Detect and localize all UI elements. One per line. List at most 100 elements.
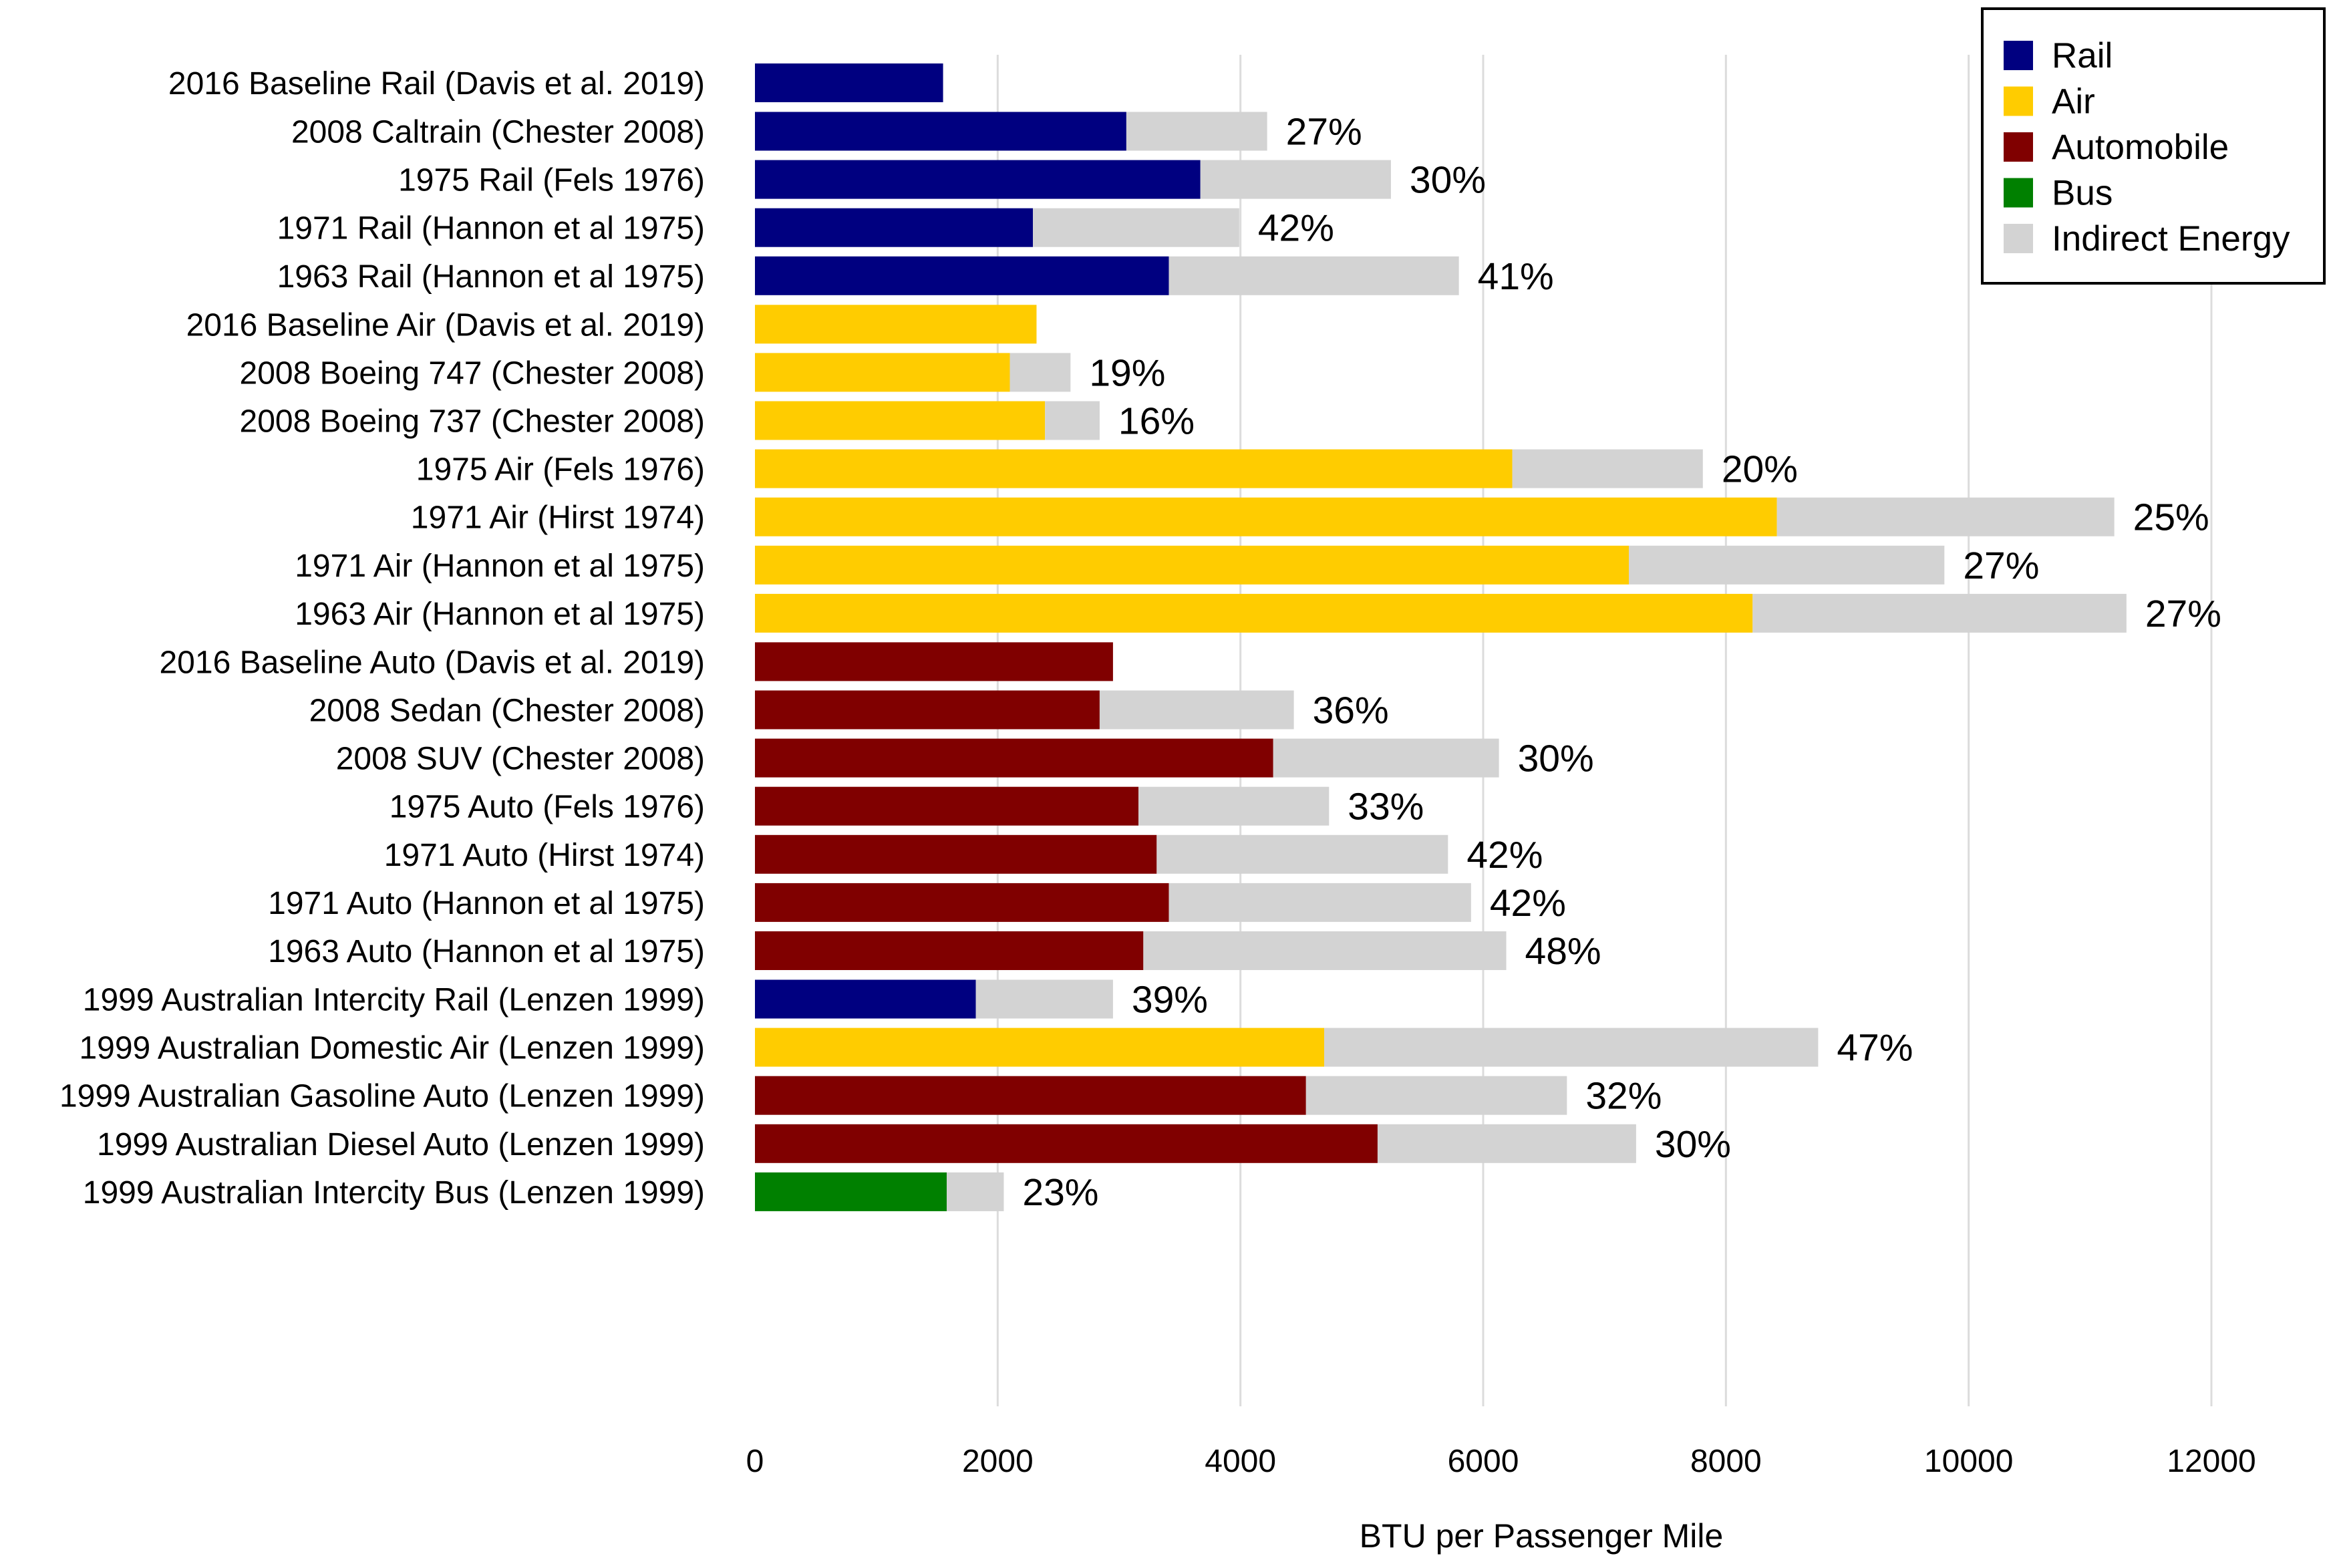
legend-swatch-bus <box>2004 178 2033 208</box>
bar-direct-1975-auto-fels-1976 <box>755 786 1139 826</box>
indirect-pct-label: 39% <box>1132 979 1208 1022</box>
indirect-pct-label: 30% <box>1655 1123 1731 1166</box>
row-label: 1963 Rail (Hannon et al 1975) <box>277 259 705 295</box>
indirect-pct-label: 23% <box>1022 1171 1098 1214</box>
row-label: 1999 Australian Gasoline Auto (Lenzen 19… <box>59 1079 705 1114</box>
bar-indirect-2008-caltrain-chester-2008 <box>1126 112 1267 151</box>
indirect-pct-label: 42% <box>1466 834 1543 877</box>
legend-label-automobile: Automobile <box>2052 128 2229 167</box>
bar-direct-1971-air-hirst-1974 <box>755 497 1777 536</box>
bar-indirect-1971-auto-hirst-1974 <box>1156 834 1448 874</box>
indirect-pct-label: 47% <box>1837 1027 1913 1070</box>
bar-direct-1999-australian-diesel-auto-lenzen-1999 <box>755 1124 1378 1163</box>
x-tick-label: 6000 <box>1448 1444 1519 1479</box>
row-label: 2016 Baseline Air (Davis et al. 2019) <box>186 307 705 343</box>
indirect-pct-label: 16% <box>1118 400 1195 443</box>
bar-indirect-1975-auto-fels-1976 <box>1138 786 1330 826</box>
indirect-pct-label: 41% <box>1478 255 1554 298</box>
indirect-pct-label: 36% <box>1313 689 1389 732</box>
indirect-pct-label: 27% <box>1286 111 1362 154</box>
bar-indirect-1999-australian-intercity-rail-lenzen-1999 <box>975 979 1113 1019</box>
bar-indirect-1971-auto-hannon-et-al-1975 <box>1169 883 1471 922</box>
bar-indirect-1963-air-hannon-et-al-1975 <box>1752 593 2127 633</box>
bar-indirect-1999-australian-diesel-auto-lenzen-1999 <box>1377 1124 1636 1163</box>
bar-direct-1971-rail-hannon-et-al-1975 <box>755 208 1034 247</box>
bar-indirect-1999-australian-gasoline-auto-lenzen-1999 <box>1305 1076 1567 1115</box>
row-label: 2008 SUV (Chester 2008) <box>336 742 705 777</box>
x-tick-label: 4000 <box>1205 1444 1276 1479</box>
row-label: 1963 Auto (Hannon et al 1975) <box>268 934 705 969</box>
x-tick-label: 12000 <box>2167 1444 2256 1479</box>
x-tick-label: 8000 <box>1690 1444 1762 1479</box>
bar-indirect-1975-rail-fels-1976 <box>1200 160 1391 199</box>
indirect-pct-label: 30% <box>1410 159 1486 202</box>
legend-swatch-air <box>2004 86 2033 116</box>
indirect-pct-label: 20% <box>1722 448 1798 491</box>
bar-direct-2016-baseline-air-davis-et-al-2019 <box>755 305 1037 344</box>
bar-indirect-2008-sedan-chester-2008 <box>1099 690 1294 730</box>
indirect-pct-label: 33% <box>1348 786 1424 828</box>
bar-direct-1963-rail-hannon-et-al-1975 <box>755 256 1169 295</box>
row-label: 2016 Baseline Auto (Davis et al. 2019) <box>159 645 705 680</box>
legend: Rail Air Automobile Bus Indirect Energy <box>1981 7 2326 285</box>
row-label: 1999 Australian Domestic Air (Lenzen 199… <box>79 1031 705 1066</box>
legend-frame <box>1981 7 2326 285</box>
row-label: 1975 Rail (Fels 1976) <box>398 163 705 198</box>
indirect-pct-label: 19% <box>1089 351 1165 394</box>
bar-direct-1999-australian-intercity-bus-lenzen-1999 <box>755 1172 947 1211</box>
indirect-pct-label: 30% <box>1518 738 1594 780</box>
indirect-pct-label: 27% <box>2145 593 2221 635</box>
indirect-pct-label: 42% <box>1490 882 1566 925</box>
bar-indirect-1975-air-fels-1976 <box>1512 449 1703 488</box>
row-label: 1999 Australian Intercity Bus (Lenzen 19… <box>83 1175 705 1211</box>
legend-swatch-rail <box>2004 41 2033 70</box>
legend-swatch-automobile <box>2004 132 2033 162</box>
bar-indirect-2008-boeing-747-chester-2008 <box>1009 353 1071 392</box>
legend-label-bus: Bus <box>2052 174 2113 213</box>
row-label: 1963 Air (Hannon et al 1975) <box>295 597 705 632</box>
bar-indirect-2008-suv-chester-2008 <box>1273 738 1499 778</box>
bar-indirect-1971-rail-hannon-et-al-1975 <box>1033 208 1239 247</box>
legend-swatch-indirect-energy <box>2004 224 2033 253</box>
bar-direct-2008-boeing-737-chester-2008 <box>755 401 1046 440</box>
row-labels: 2016 Baseline Rail (Davis et al. 2019) 20… <box>59 66 705 1211</box>
x-tick-label: 2000 <box>962 1444 1034 1479</box>
indirect-pct-label: 42% <box>1258 207 1334 250</box>
indirect-pct-label: 32% <box>1585 1075 1662 1118</box>
row-label: 2016 Baseline Rail (Davis et al. 2019) <box>168 66 705 102</box>
row-label: 2008 Boeing 747 (Chester 2008) <box>240 355 706 391</box>
bar-direct-1971-auto-hirst-1974 <box>755 834 1157 874</box>
bar-indirect-1971-air-hannon-et-al-1975 <box>1629 545 1945 585</box>
bars: 27% 30% 42% 41% 19% 16% 20% 25% 27% 27% 36% 30% 33% 4… <box>755 63 2221 1214</box>
bar-indirect-1963-auto-hannon-et-al-1975 <box>1143 931 1507 970</box>
bar-direct-2008-suv-chester-2008 <box>755 738 1273 778</box>
row-label: 1971 Air (Hirst 1974) <box>411 500 705 536</box>
x-axis-title: BTU per Passenger Mile <box>1360 1517 1724 1555</box>
bar-direct-1999-australian-gasoline-auto-lenzen-1999 <box>755 1076 1306 1115</box>
bar-indirect-1999-australian-intercity-bus-lenzen-1999 <box>947 1172 1004 1211</box>
row-label: 1975 Air (Fels 1976) <box>416 452 705 488</box>
row-label: 1975 Auto (Fels 1976) <box>390 790 705 825</box>
indirect-pct-label: 25% <box>2133 496 2209 539</box>
x-tick-label: 10000 <box>1924 1444 2013 1479</box>
row-label: 1971 Auto (Hirst 1974) <box>384 838 705 873</box>
bar-direct-1963-auto-hannon-et-al-1975 <box>755 931 1144 970</box>
bar-direct-1971-air-hannon-et-al-1975 <box>755 545 1629 585</box>
bar-indirect-2008-boeing-737-chester-2008 <box>1045 401 1100 440</box>
row-label: 1971 Air (Hannon et al 1975) <box>295 548 705 584</box>
row-label: 2008 Caltrain (Chester 2008) <box>291 115 705 150</box>
row-label: 1999 Australian Diesel Auto (Lenzen 1999… <box>97 1127 705 1162</box>
row-label: 1971 Rail (Hannon et al 1975) <box>277 211 705 247</box>
row-label: 1971 Auto (Hannon et al 1975) <box>268 886 705 921</box>
bar-direct-2016-baseline-rail-davis-et-al-2019 <box>755 63 943 102</box>
bar-direct-2008-boeing-747-chester-2008 <box>755 353 1010 392</box>
row-label: 1999 Australian Intercity Rail (Lenzen 1… <box>83 983 705 1018</box>
bar-direct-1971-auto-hannon-et-al-1975 <box>755 883 1169 922</box>
x-axis-ticks: 0 2000 4000 6000 8000 10000 12000 <box>746 1444 2256 1479</box>
row-label: 2008 Boeing 737 (Chester 2008) <box>240 404 706 440</box>
bar-direct-1999-australian-domestic-air-lenzen-1999 <box>755 1028 1325 1067</box>
row-label: 2008 Sedan (Chester 2008) <box>309 693 705 729</box>
bar-indirect-1963-rail-hannon-et-al-1975 <box>1169 256 1459 295</box>
indirect-pct-label: 48% <box>1525 930 1601 973</box>
